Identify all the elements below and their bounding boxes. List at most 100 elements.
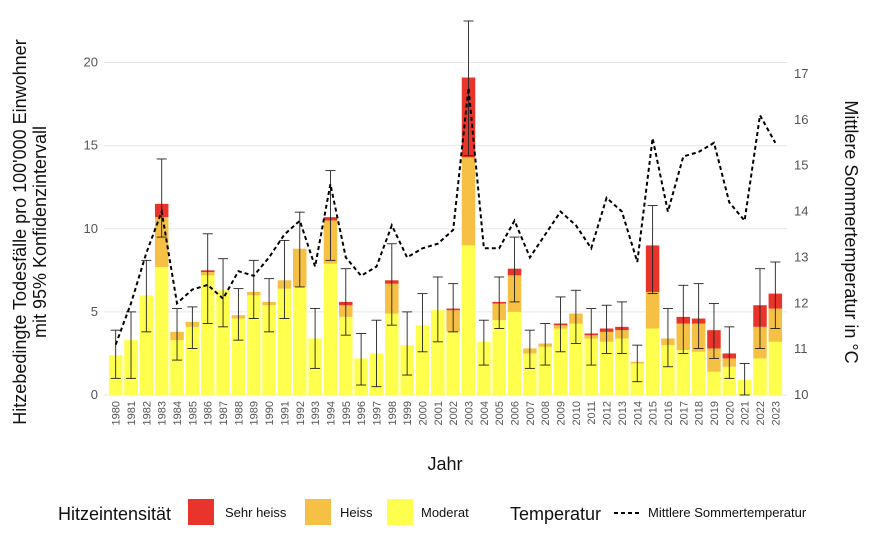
y-tick-20: 20 <box>84 55 98 70</box>
bar-moderat-2010 <box>569 323 583 395</box>
x-tick-2018: 2018 <box>694 401 706 425</box>
x-tick-2002: 2002 <box>448 401 460 425</box>
x-tick-1988: 1988 <box>233 401 245 425</box>
x-tick-2019: 2019 <box>709 401 721 425</box>
bar-moderat-1984 <box>170 340 184 395</box>
bar-moderat-2020 <box>722 366 737 395</box>
x-tick-1993: 1993 <box>310 401 322 425</box>
x-tick-2010: 2010 <box>571 401 583 425</box>
legend-swatch-sehr-heiss <box>188 499 214 525</box>
bar-moderat-2001 <box>431 310 445 395</box>
bar-moderat-2015 <box>645 328 660 395</box>
bar-moderat-2005 <box>492 320 506 395</box>
y-axis-title-line-2: mit 95% Konfidenzintervall <box>30 126 50 338</box>
x-tick-1989: 1989 <box>249 401 261 425</box>
x-tick-2006: 2006 <box>510 401 522 425</box>
x-tick-1986: 1986 <box>203 401 215 425</box>
x-tick-2009: 2009 <box>556 401 568 425</box>
y-tick-5: 5 <box>91 304 98 319</box>
bar-moderat-2007 <box>523 353 537 395</box>
bar-moderat-1983 <box>154 267 169 395</box>
x-tick-1995: 1995 <box>341 401 353 425</box>
x-tick-2013: 2013 <box>617 401 629 425</box>
x-tick-2021: 2021 <box>740 401 752 425</box>
bar-heiss-2015 <box>645 291 660 329</box>
legend-swatch-heiss <box>305 499 331 525</box>
bar-moderat-2006 <box>507 311 522 395</box>
bar-moderat-1986 <box>200 275 215 395</box>
bar-moderat-2000 <box>415 325 430 395</box>
y2-tick-16: 16 <box>794 112 808 127</box>
bar-moderat-2008 <box>538 346 552 395</box>
bar-moderat-1998 <box>385 313 399 395</box>
x-tick-2008: 2008 <box>540 401 552 425</box>
y2-tick-10: 10 <box>794 387 808 402</box>
x-tick-2015: 2015 <box>648 401 660 425</box>
y2-tick-15: 15 <box>794 158 808 173</box>
bar-moderat-1992 <box>293 286 307 395</box>
legend-title-temperature: Temperatur <box>510 504 601 524</box>
bar-moderat-2022 <box>753 358 767 395</box>
x-tick-2004: 2004 <box>479 401 491 425</box>
legend-title-intensity: Hitzeintensität <box>58 504 171 524</box>
x-tick-1992: 1992 <box>295 401 307 425</box>
x-tick-1983: 1983 <box>157 401 169 425</box>
x-tick-2017: 2017 <box>678 401 690 425</box>
bar-moderat-2019 <box>707 371 721 395</box>
bar-moderat-2023 <box>768 341 783 395</box>
legend-label-temperature: Mittlere Sommertemperatur <box>648 505 807 520</box>
legend-label-heiss: Heiss <box>340 505 373 520</box>
legend: Hitzeintensität Sehr heiss Heiss Moderat… <box>58 499 807 525</box>
bar-moderat-1991 <box>277 288 292 395</box>
y2-tick-17: 17 <box>794 66 808 81</box>
x-tick-2001: 2001 <box>433 401 445 425</box>
x-tick-2012: 2012 <box>602 401 614 425</box>
bar-moderat-2003 <box>461 245 476 395</box>
x-tick-2016: 2016 <box>663 401 675 425</box>
bar-moderat-2004 <box>477 341 491 395</box>
x-tick-1987: 1987 <box>218 401 230 425</box>
bar-moderat-1985 <box>185 326 200 395</box>
bar-moderat-1988 <box>231 318 246 395</box>
x-tick-1981: 1981 <box>126 401 138 425</box>
bar-heiss-2003 <box>461 157 476 246</box>
x-tick-1984: 1984 <box>172 401 184 425</box>
bar-moderat-2009 <box>553 328 568 395</box>
x-tick-2023: 2023 <box>770 401 782 425</box>
bar-heiss-1983 <box>154 217 169 268</box>
x-tick-1991: 1991 <box>279 401 291 425</box>
x-tick-2003: 2003 <box>464 401 476 425</box>
x-tick-1994: 1994 <box>325 401 337 425</box>
x-tick-2007: 2007 <box>525 401 537 425</box>
y-tick-10: 10 <box>84 221 98 236</box>
y2-tick-11: 11 <box>794 341 808 356</box>
y2-tick-14: 14 <box>794 204 808 219</box>
x-tick-2000: 2000 <box>417 401 429 425</box>
y2-tick-12: 12 <box>794 295 808 310</box>
x-tick-2005: 2005 <box>494 401 506 425</box>
x-axis-ticks: 1980 1981 1982 1983 1984 1985 1986 1987 1988 1989… <box>111 401 783 425</box>
x-tick-1997: 1997 <box>371 401 383 425</box>
stacked-bars <box>108 77 783 395</box>
bar-moderat-2011 <box>584 338 598 395</box>
x-axis-title: Jahr <box>427 454 462 474</box>
legend-label-moderat: Moderat <box>421 505 469 520</box>
bar-heiss-2019 <box>707 348 721 372</box>
x-tick-1999: 1999 <box>402 401 414 425</box>
bar-moderat-2012 <box>599 341 614 395</box>
x-tick-2022: 2022 <box>755 401 767 425</box>
x-tick-1996: 1996 <box>356 401 368 425</box>
bar-moderat-1995 <box>339 316 353 395</box>
bar-moderat-1990 <box>262 305 276 395</box>
x-tick-2014: 2014 <box>632 401 644 425</box>
bar-moderat-1982 <box>139 295 154 395</box>
x-tick-1985: 1985 <box>187 401 199 425</box>
x-tick-2020: 2020 <box>724 401 736 425</box>
y-tick-15: 15 <box>84 138 98 153</box>
bar-moderat-2016 <box>661 345 675 395</box>
temperature-line <box>114 87 777 345</box>
x-tick-2011: 2011 <box>586 401 598 425</box>
bar-moderat-2013 <box>615 338 629 395</box>
y2-tick-13: 13 <box>794 249 808 264</box>
